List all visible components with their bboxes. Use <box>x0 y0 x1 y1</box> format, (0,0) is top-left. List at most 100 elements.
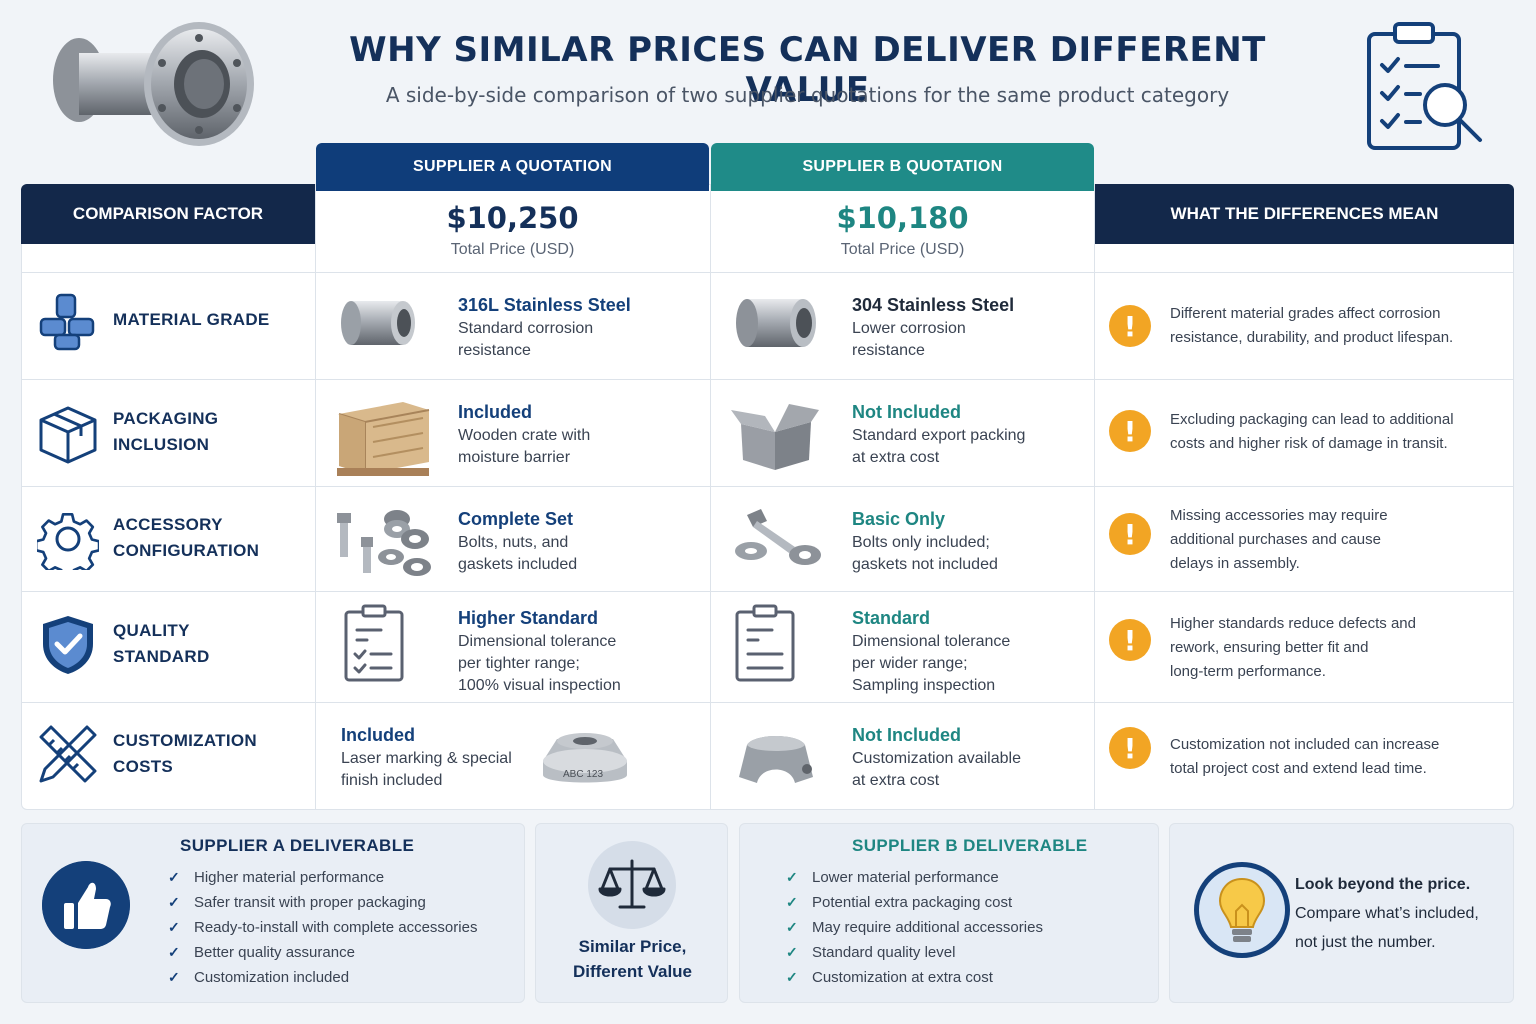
meaning-text: Excluding packaging can lead to addition… <box>1170 411 1454 452</box>
comparison-table <box>21 184 1514 810</box>
warning-icon: ! <box>1109 513 1151 555</box>
supplier-a-tab: SUPPLIER A QUOTATION <box>316 143 709 191</box>
supplier-a-price: $10,250 <box>446 201 579 235</box>
supplier-a-benefits-list: ✓ Higher material performance ✓ Safer tran… <box>168 865 477 990</box>
table-row-customization: CUSTOMIZATION COSTS Included Laser marki… <box>21 703 1514 809</box>
supplier-b-price: $10,180 <box>836 201 969 235</box>
scale-badge <box>588 841 676 929</box>
list-item: ✓ Potential extra packaging cost <box>786 890 1043 915</box>
check-icon: ✓ <box>168 894 180 910</box>
check-icon: ✓ <box>168 969 180 985</box>
list-item: ✓ Safer transit with proper packaging <box>168 890 477 915</box>
supplier-a-price-cell: $10,250 Total Price (USD) <box>316 191 709 272</box>
divider <box>21 591 1514 592</box>
divider <box>315 184 316 810</box>
supplier-b-benefits-list: ✓ Lower material performance ✓ Potential e… <box>786 865 1043 990</box>
comparison-factor-header: COMPARISON FACTOR <box>21 184 315 244</box>
supplier-a-accessories: Complete Set Bolts, nuts, and gaskets in… <box>458 509 578 573</box>
material-stack-icon <box>39 293 95 351</box>
warning-icon: ! <box>1109 410 1151 452</box>
supplier-b-packaging: Not Included Standard export packing at … <box>852 402 1026 466</box>
ruler-pencil-icon <box>39 725 97 783</box>
check-icon: ✓ <box>786 869 798 885</box>
factor-label: ACCESSORY CONFIGURATION <box>113 515 260 560</box>
list-item: ✓ Better quality assurance <box>168 940 477 965</box>
open-box-image <box>731 404 819 470</box>
list-item: ✓ Customization included <box>168 965 477 990</box>
supplier-b-quality: Standard Dimensional tolerance per wider… <box>852 608 1011 694</box>
factor-label: CUSTOMIZATION COSTS <box>113 731 257 776</box>
supplier-b-deliverable-title: SUPPLIER B DELIVERABLE <box>852 836 1088 855</box>
list-item: ✓ Lower material performance <box>786 865 1043 890</box>
stainless-spool-image <box>53 22 254 146</box>
wooden-crate-image <box>337 402 430 476</box>
meaning-text: Different material grades affect corrosi… <box>1170 305 1454 346</box>
lightbulb-icon <box>1194 862 1290 958</box>
supplier-b-customization: Not Included Customization available at … <box>852 725 1021 789</box>
supplier-a-material: 316L Stainless Steel Standard corrosion … <box>458 295 631 359</box>
shield-check-icon <box>43 616 93 674</box>
similar-price-card: Similar Price, Different Value <box>535 823 728 1003</box>
meaning-text: Customization not included can increase … <box>1170 736 1440 777</box>
supplier-a-deliverable-card: SUPPLIER A DELIVERABLE ✓ Higher material … <box>21 823 525 1003</box>
page-title: WHY SIMILAR PRICES CAN DELIVER DIFFERENT… <box>349 30 1266 110</box>
supplier-a-price-label: Total Price (USD) <box>450 241 575 258</box>
bolt-washer-image <box>735 509 821 565</box>
meaning-text: Missing accessories may require addition… <box>1170 507 1388 572</box>
check-icon: ✓ <box>168 919 180 935</box>
list-item: ✓ Standard quality level <box>786 940 1043 965</box>
supplier-a-quality: Higher Standard Dimensional tolerance pe… <box>458 608 621 694</box>
list-item: ✓ Customization at extra cost <box>786 965 1043 990</box>
steel-tube-image <box>736 299 816 347</box>
check-icon: ✓ <box>168 869 180 885</box>
check-icon: ✓ <box>168 944 180 960</box>
warning-icon: ! <box>1109 305 1151 347</box>
tip-text: Look beyond the price. Compare what’s in… <box>1295 876 1479 951</box>
factor-label: QUALITY STANDARD <box>113 621 210 666</box>
divider <box>21 702 1514 703</box>
check-icon: ✓ <box>786 894 798 910</box>
meaning-text: Higher standards reduce defects and rewo… <box>1170 615 1416 680</box>
divider <box>710 184 711 810</box>
list-item: ✓ May require additional accessories <box>786 915 1043 940</box>
factor-label: MATERIAL GRADE <box>113 310 270 329</box>
engraved-part-image <box>543 733 627 783</box>
warning-icon: ! <box>1109 727 1151 769</box>
custom-fitting-image <box>739 736 813 783</box>
list-item: ✓ Ready-to-install with complete accessor… <box>168 915 477 940</box>
supplier-a-deliverable-title: SUPPLIER A DELIVERABLE <box>180 836 415 855</box>
bolts-nuts-gaskets-image <box>337 510 431 576</box>
divider <box>21 486 1514 487</box>
inspection-document-icon <box>735 604 795 682</box>
checklist-magnifier-icon <box>1367 22 1482 150</box>
inspection-checklist-icon <box>344 604 404 682</box>
supplier-b-deliverable-card: SUPPLIER B DELIVERABLE ✓ Lower material p… <box>739 823 1159 1003</box>
engraving-text: ABC 123 <box>563 769 604 780</box>
factor-label: PACKAGING INCLUSION <box>113 409 219 454</box>
warning-icon: ! <box>1109 619 1151 661</box>
list-item: ✓ Higher material performance <box>168 865 477 890</box>
supplier-b-tab: SUPPLIER B QUOTATION <box>711 143 1094 191</box>
thumbs-up-icon <box>42 861 130 949</box>
gear-icon <box>37 512 99 570</box>
table-row-packaging: PACKAGING INCLUSION Included Wooden crat… <box>21 380 1514 486</box>
look-beyond-price-card: Look beyond the price. Compare what’s in… <box>1169 823 1514 1003</box>
supplier-a-customization: Included Laser marking & special finish … <box>341 725 512 789</box>
table-row-material-grade: MATERIAL GRADE 316L Stainless Steel Stan… <box>21 273 1514 379</box>
supplier-b-material: 304 Stainless Steel Lower corrosion resi… <box>852 295 1015 359</box>
divider <box>21 379 1514 380</box>
supplier-b-accessories: Basic Only Bolts only included; gaskets … <box>852 509 998 573</box>
supplier-b-price-label: Total Price (USD) <box>840 241 965 258</box>
table-row-quality: QUALITY STANDARD Higher Standard Dimensi… <box>21 592 1514 702</box>
check-icon: ✓ <box>786 944 798 960</box>
box-icon <box>39 406 97 464</box>
table-row-accessories: ACCESSORY CONFIGURATION Complete Set Bol… <box>21 487 1514 591</box>
similar-price-text: Similar Price, Different Value <box>572 937 693 981</box>
steel-tube-image <box>341 301 415 345</box>
supplier-a-packaging: Included Wooden crate with moisture barr… <box>458 402 591 466</box>
balance-scale-icon <box>598 859 666 909</box>
page-subtitle: A side-by-side comparison of two supplie… <box>385 83 1230 107</box>
check-icon: ✓ <box>786 919 798 935</box>
supplier-b-price-cell: $10,180 Total Price (USD) <box>711 191 1094 272</box>
divider <box>21 272 1514 273</box>
